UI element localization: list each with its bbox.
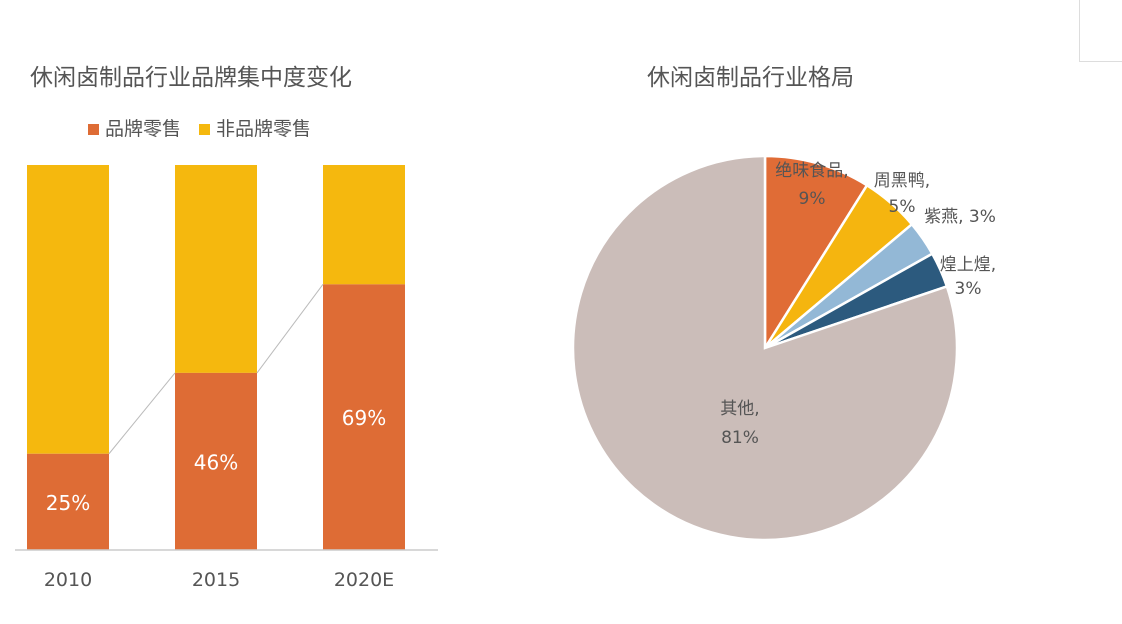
x-tick-label: 2015 <box>192 569 240 591</box>
legend-swatch <box>199 124 211 135</box>
pie-label: 紫燕, 3% <box>924 207 996 227</box>
pie-chart-title: 休闲卤制品行业格局 <box>647 65 854 91</box>
pie-label: 周黑鸭, <box>874 171 930 191</box>
legend-label: 非品牌零售 <box>216 118 312 140</box>
pie-label: 煌上煌, <box>940 255 996 275</box>
bar-data-label: 69% <box>342 406 386 430</box>
legend-swatch <box>88 124 99 135</box>
connector-line <box>108 372 176 455</box>
bar-brand <box>323 284 405 550</box>
x-tick-label: 2020E <box>334 569 394 591</box>
bar-brand <box>27 453 109 550</box>
legend-item-brand: 品牌零售 <box>88 114 181 141</box>
pie-slice <box>763 154 869 353</box>
pie-slice <box>571 154 959 542</box>
pie-label: 绝味食品, <box>775 161 848 181</box>
legend-item-nonbrand: 非品牌零售 <box>199 114 311 141</box>
pie-value-label: 81% <box>721 428 759 448</box>
corner-panel <box>1079 0 1122 62</box>
pie-value-label: 9% <box>799 189 826 209</box>
bar-legend: 品牌零售 非品牌零售 <box>88 114 311 141</box>
pie-value-label: 5% <box>889 197 916 217</box>
bar-nonbrand <box>323 165 405 285</box>
bar-brand <box>175 372 257 550</box>
bar-chart-title: 休闲卤制品行业品牌集中度变化 <box>30 65 352 91</box>
x-tick-label: 2010 <box>44 569 92 591</box>
legend-label: 品牌零售 <box>105 118 182 140</box>
bar-nonbrand <box>175 165 257 373</box>
connector-line <box>256 284 324 374</box>
pie-value-label: 3% <box>955 279 982 299</box>
pie-label: 其他, <box>720 399 759 419</box>
bar-data-label: 25% <box>46 491 90 515</box>
bar-data-label: 46% <box>194 450 238 474</box>
bar-nonbrand <box>27 165 109 454</box>
